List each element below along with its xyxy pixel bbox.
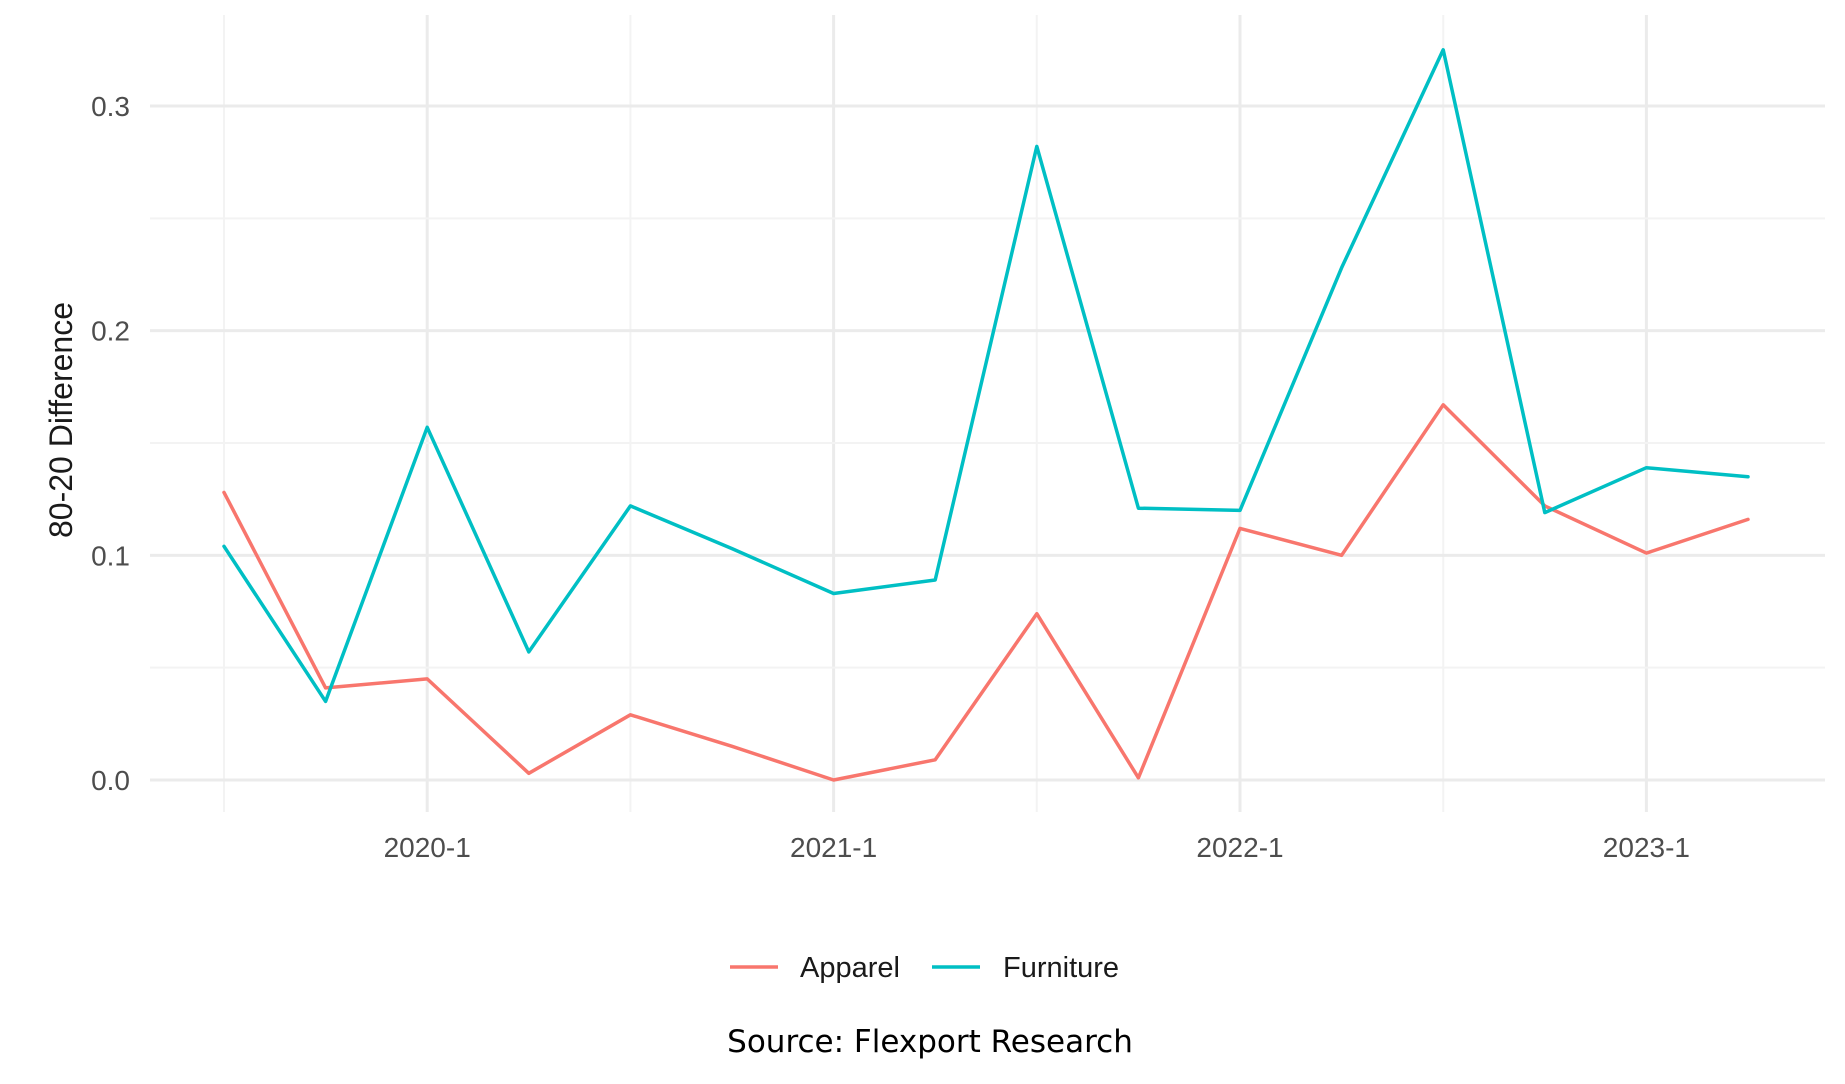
legend-label-apparel: Apparel xyxy=(800,952,900,984)
x-tick-label: 2020-1 xyxy=(384,832,471,863)
gridlines xyxy=(150,15,1825,812)
x-tick-label: 2022-1 xyxy=(1196,832,1283,863)
source-caption: Source: Flexport Research xyxy=(727,1024,1133,1060)
y-tick-label: 0.2 xyxy=(91,316,130,347)
series-line-apparel xyxy=(222,403,1750,782)
y-axis-tick-labels: 0.0 0.1 0.2 0.3 xyxy=(91,91,130,796)
y-axis-title: 80-20 Difference xyxy=(43,302,79,538)
x-tick-label: 2021-1 xyxy=(790,832,877,863)
y-tick-label: 0.1 xyxy=(91,540,130,571)
x-axis-tick-labels: 2020-1 2021-1 2022-1 2023-1 xyxy=(384,832,1690,863)
y-tick-label: 0.3 xyxy=(91,91,130,122)
x-tick-label: 2023-1 xyxy=(1603,832,1690,863)
y-tick-label: 0.0 xyxy=(91,765,130,796)
legend-label-furniture: Furniture xyxy=(1003,952,1119,984)
series-line-furniture xyxy=(222,48,1750,704)
series-lines xyxy=(222,48,1750,782)
legend: Apparel Furniture xyxy=(730,952,1119,984)
